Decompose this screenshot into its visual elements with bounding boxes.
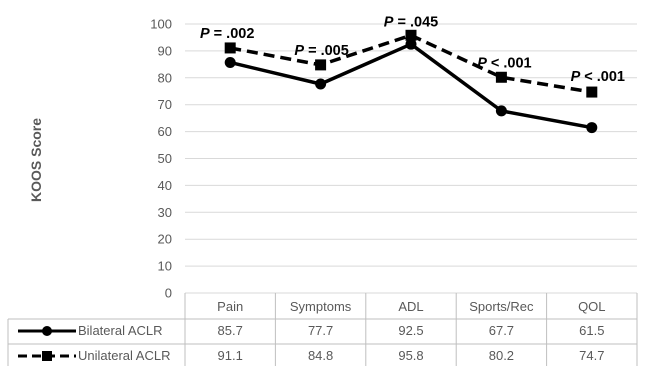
table-value-cell: 91.1: [218, 348, 243, 363]
data-point: [405, 29, 417, 41]
p-value-annotations: P = .002 P = .005 P = .045 P < .001 P < .001: [200, 14, 625, 85]
y-axis-ticks: 0 10 20 30 40 50 60 70 80 90 100: [150, 17, 172, 301]
y-tick-label: 70: [158, 97, 172, 112]
x-tick-label: Symptoms: [290, 299, 352, 314]
data-point: [586, 86, 598, 98]
series-unilateral-aclr: [224, 29, 598, 98]
x-tick-label: Pain: [217, 299, 243, 314]
data-point: [405, 38, 417, 50]
p-value-label: P = .045: [384, 14, 438, 30]
table-value-cell: 92.5: [398, 323, 423, 338]
p-value-label: P < .001: [477, 55, 531, 71]
table-value-cell: 61.5: [579, 323, 604, 338]
table-value-cell: 85.7: [218, 323, 243, 338]
legend-key: [18, 326, 76, 336]
table-value-cell: 74.7: [579, 348, 604, 363]
y-tick-label: 100: [150, 17, 172, 32]
data-point: [224, 56, 236, 68]
series-bilateral-aclr: [224, 38, 598, 134]
y-tick-label: 0: [165, 286, 172, 301]
series-lines: [224, 29, 598, 134]
p-value-label: P = .005: [294, 43, 348, 59]
table-value-cell: 95.8: [398, 348, 423, 363]
legend-label: Unilateral ACLR: [78, 348, 171, 363]
data-point: [586, 122, 598, 134]
y-tick-label: 20: [158, 232, 172, 247]
data-point: [315, 78, 327, 90]
y-tick-label: 30: [158, 205, 172, 220]
y-tick-label: 50: [158, 151, 172, 166]
legend-key: [18, 351, 76, 361]
legend-marker: [42, 351, 52, 361]
table-value-cell: 67.7: [489, 323, 514, 338]
legend-label: Bilateral ACLR: [78, 323, 163, 338]
legend-marker: [42, 326, 52, 336]
y-tick-label: 80: [158, 70, 172, 85]
p-value-label: P < .001: [571, 69, 625, 85]
x-tick-label: QOL: [578, 299, 605, 314]
x-tick-label: ADL: [398, 299, 423, 314]
x-tick-label: Sports/Rec: [469, 299, 534, 314]
y-tick-label: 40: [158, 178, 172, 193]
data-point: [495, 71, 507, 83]
data-point: [315, 59, 327, 71]
y-tick-label: 10: [158, 259, 172, 274]
data-point: [495, 105, 507, 117]
gridlines: [185, 23, 637, 294]
y-axis-label: KOOS Score: [28, 118, 44, 202]
p-value-label: P = .002: [200, 26, 254, 42]
data-table: Pain Symptoms ADL Sports/Rec QOL Bilateral AC…: [7, 293, 638, 366]
data-point: [224, 42, 236, 54]
table-value-cell: 77.7: [308, 323, 333, 338]
y-tick-label: 60: [158, 124, 172, 139]
y-tick-label: 90: [158, 43, 172, 58]
table-value-cell: 84.8: [308, 348, 333, 363]
table-value-cell: 80.2: [489, 348, 514, 363]
